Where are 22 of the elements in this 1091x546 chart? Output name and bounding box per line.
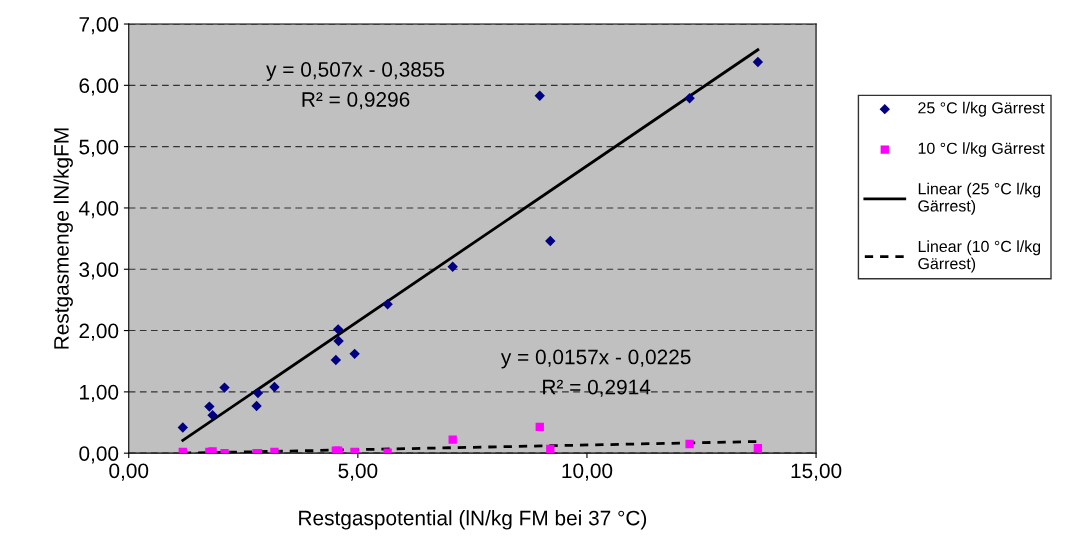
annotation: y = 0,507x - 0,3855 [266,62,445,81]
legend-label: Linear (10 °C l/kg Gärrest) [918,240,1041,273]
x-tick-label: 15,00 [791,463,842,481]
legend-label: Linear (25 °C l/kg Gärrest) [918,182,1041,215]
x-axis-title: Restgaspotential (lN/kg FM bei 37 °C) [299,510,647,530]
y-tick-label: 5,00 [79,139,119,157]
y-tick-label: 4,00 [78,200,119,219]
y-tick-label: 1,00 [80,384,119,403]
y-tick-label: 3,00 [79,262,119,280]
y-tick-label: 0,00 [79,446,119,464]
y-axis-title: Restgasmenge lN/kgFM [53,128,73,349]
legend-label: 10 °C l/kg Gärrest [918,142,1045,158]
y-tick-label: 2,00 [79,323,119,341]
y-tick-label: 6,00 [79,78,119,96]
legend-label: 25 °C l/kg Gärrest [918,101,1045,117]
annotation: y = 0,0157x - 0,0225 [500,349,691,369]
y-tick-label: 7,00 [79,17,119,35]
x-tick-label: 10,00 [562,463,613,481]
x-tick-label: 0,00 [109,463,149,481]
x-tick-label: 5,00 [338,463,378,481]
annotation: R² = 0,9296 [302,92,410,110]
annotation: R² = 0,2914 [543,379,651,397]
